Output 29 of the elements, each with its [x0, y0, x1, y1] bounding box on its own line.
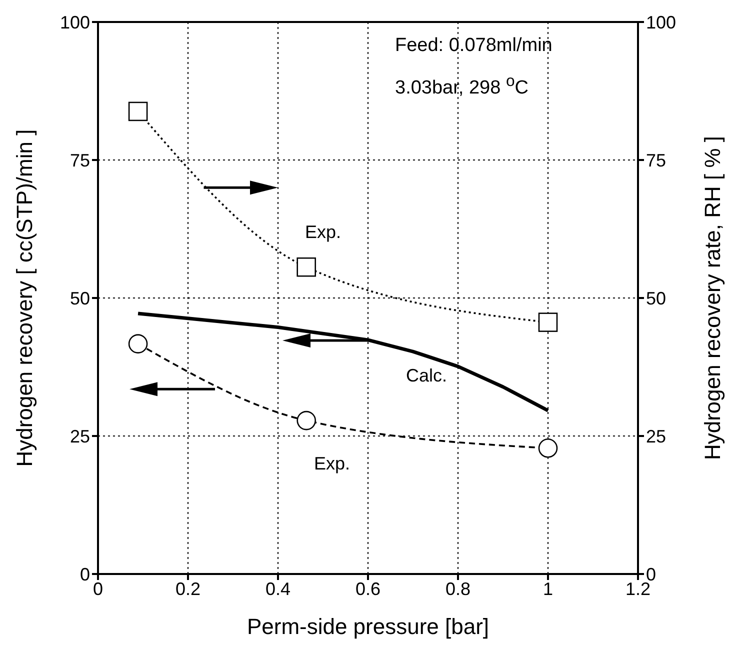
point [128, 102, 148, 122]
y-axis-title: Hydrogen recovery [ cc(STP)/min ] [12, 129, 37, 467]
y-tick-label: 50 [70, 288, 90, 308]
y-tick-label: 100 [60, 12, 90, 32]
annotation: 3.03bar, 298 $^{o}$C [395, 72, 530, 100]
y-tick-label: 25 [70, 426, 90, 446]
y-tick-label: 0 [80, 564, 90, 584]
x-tick-label: 1 [542, 578, 554, 599]
y2-tick-label: 25 [646, 426, 666, 446]
y2-axis-title: Hydrogen recovery rate, RH [ % ] [700, 136, 725, 460]
annotation: Feed: 0.078ml/min [395, 34, 552, 58]
point [296, 410, 316, 430]
point [538, 438, 558, 458]
point [128, 334, 148, 354]
y2-tick-label: 100 [646, 12, 676, 32]
y2-tick-label: 50 [646, 288, 666, 308]
x-tick-label: 0.4 [265, 578, 291, 599]
x-axis-title: Perm-side pressure [bar] [246, 614, 490, 639]
x-tick-label: 0.6 [355, 578, 381, 599]
point [538, 312, 558, 332]
point [296, 257, 316, 277]
annotation: Calc. [406, 365, 448, 386]
x-tick-label: 0 [92, 578, 104, 599]
annotation: Exp. [314, 454, 350, 474]
y2-tick-label: 75 [646, 150, 666, 170]
y-tick-label: 75 [70, 150, 90, 170]
annotation: Exp. [304, 222, 342, 242]
x-tick-label: 0.8 [445, 578, 471, 599]
x-tick-label: 0.2 [175, 578, 201, 599]
